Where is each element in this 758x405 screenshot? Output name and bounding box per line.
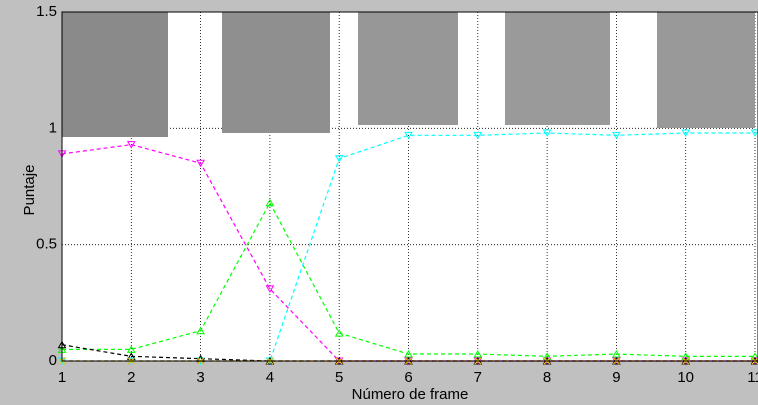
data-point: [126, 352, 136, 360]
x-tick-label: 11: [747, 369, 758, 386]
face-image: [505, 12, 610, 125]
x-tick-label: 4: [266, 369, 274, 386]
y-axis-label: Puntaje: [21, 165, 38, 216]
x-tick-label: 6: [404, 369, 412, 386]
x-tick-label: 8: [543, 369, 551, 386]
y-tick-label: 0.5: [36, 236, 57, 253]
face-images: [62, 12, 755, 137]
data-point: [334, 329, 344, 337]
data-point: [750, 352, 758, 360]
data-point: [196, 159, 205, 168]
data-point: [196, 326, 205, 335]
x-tick-label: 10: [677, 369, 694, 386]
data-point: [542, 352, 552, 360]
data-point: [265, 285, 275, 293]
face-image: [358, 12, 458, 125]
x-tick-label: 9: [612, 369, 620, 386]
data-point: [681, 129, 691, 137]
axes-frame: [61, 11, 758, 362]
y-tick-label: 1: [49, 119, 57, 136]
x-tick-label: 1: [58, 369, 66, 386]
data-point: [473, 131, 483, 140]
face-image: [62, 12, 168, 137]
data-point: [404, 131, 413, 140]
data-point: [126, 141, 136, 149]
x-tick-label: 7: [474, 369, 482, 386]
data-point: [334, 155, 344, 163]
y-tick-label: 0: [49, 352, 57, 369]
x-tick-label: 3: [196, 369, 204, 386]
x-tick-label: 2: [127, 369, 135, 386]
face-image: [222, 12, 330, 133]
face-image: [657, 12, 755, 128]
data-point: [265, 198, 275, 207]
data-line: [62, 201, 755, 357]
x-axis-label: Número de frame: [352, 386, 469, 403]
data-point: [612, 131, 621, 140]
x-tick-label: 5: [335, 369, 343, 386]
data-point: [542, 129, 552, 137]
y-tick-label: 1.5: [36, 3, 57, 20]
data-point: [750, 129, 758, 137]
data-point: [681, 352, 691, 360]
